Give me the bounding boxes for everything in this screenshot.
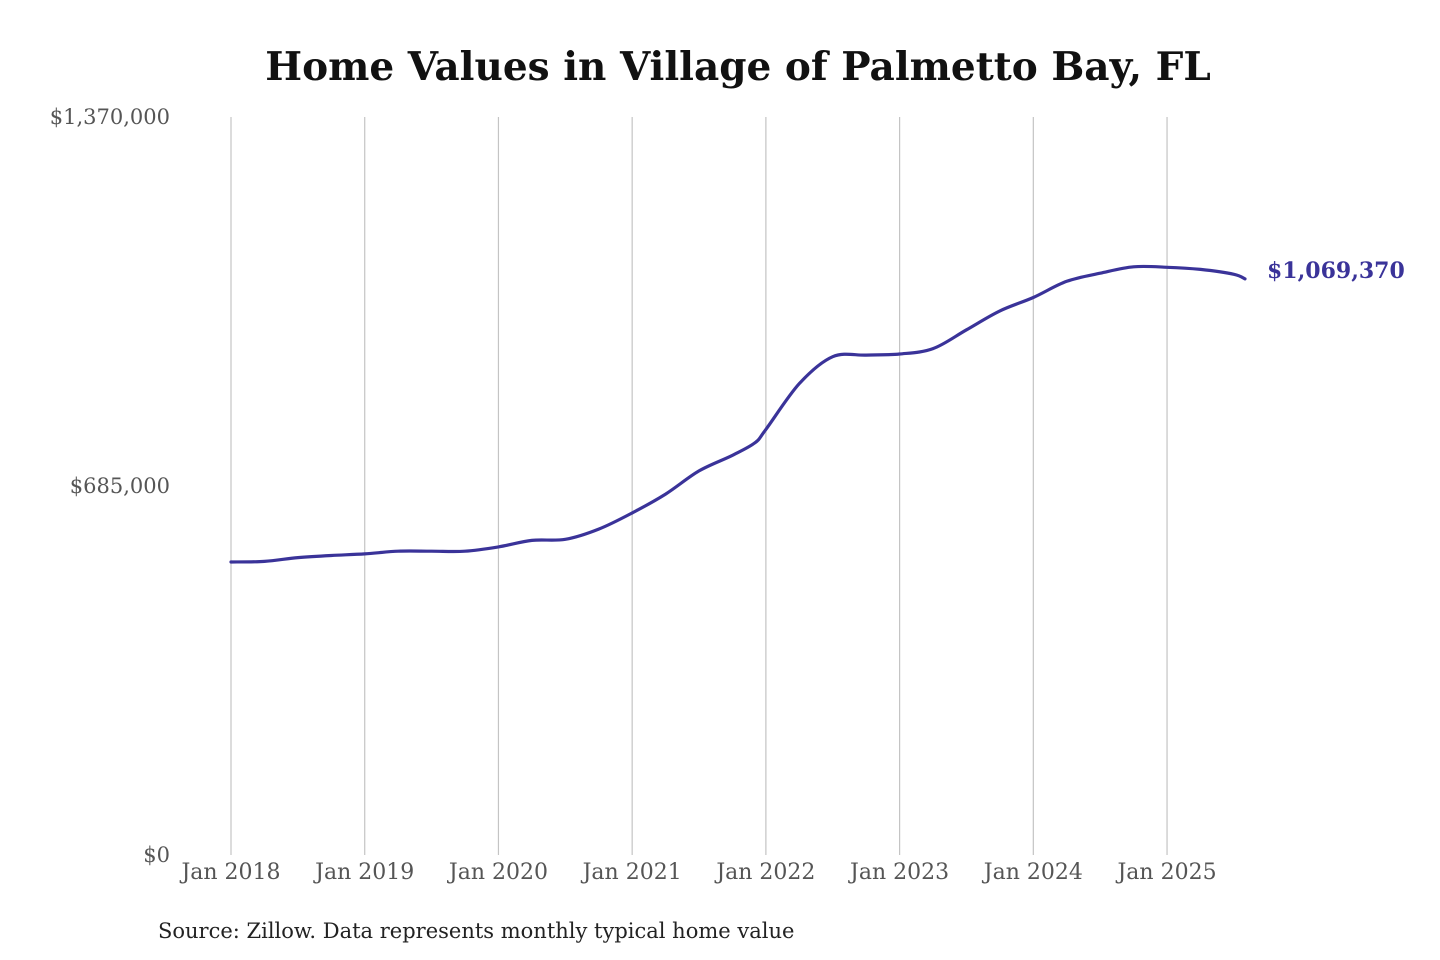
series-group: $1,069,370 [229,258,1405,564]
x-tick-label-0: Jan 2018 [179,860,280,885]
source-note: Source: Zillow. Data represents monthly … [158,919,794,943]
vertical-gridlines [230,117,1168,855]
series-line-0 [229,264,1247,564]
y-axis-tick-labels: $0 $685,000 $1,370,000 [50,105,170,867]
series-end-label-0: $1,069,370 [1267,258,1405,284]
x-axis-tick-labels: Jan 2018 Jan 2019 Jan 2020 Jan 2021 Jan 2022… [179,860,1216,885]
x-tick-label-6: Jan 2024 [982,860,1083,885]
x-tick-label-7: Jan 2025 [1115,860,1216,885]
x-tick-label-5: Jan 2023 [848,860,949,885]
y-tick-label-2: $1,370,000 [50,105,170,129]
x-tick-label-2: Jan 2020 [447,860,548,885]
y-tick-label-1: $685,000 [70,474,170,498]
x-tick-label-3: Jan 2021 [581,860,682,885]
y-tick-label-0: $0 [143,843,170,867]
x-tick-label-4: Jan 2022 [714,860,815,885]
x-tick-label-1: Jan 2019 [313,860,414,885]
chart-title: Home Values in Village of Palmetto Bay, … [265,44,1211,90]
